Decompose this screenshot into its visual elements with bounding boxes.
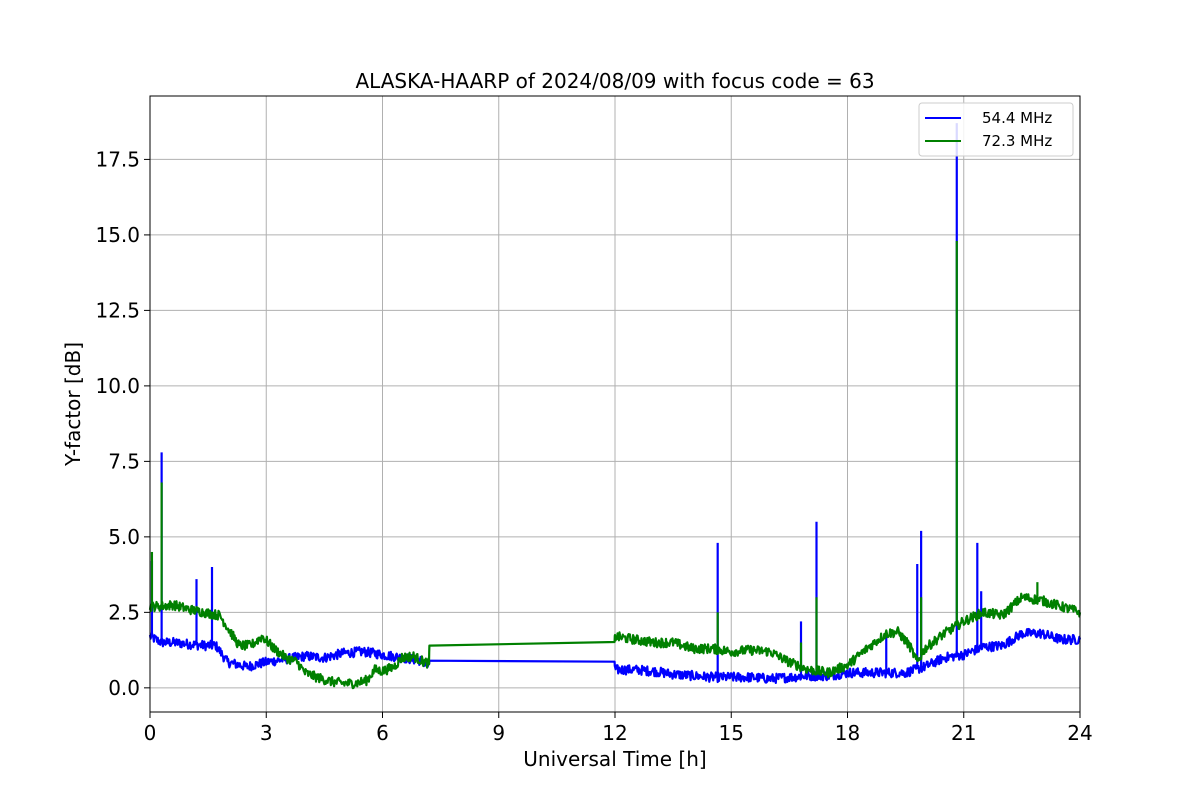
x-tick-label: 6 [376,721,389,745]
y-tick-label: 2.5 [108,600,140,624]
legend-label-72-3: 72.3 MHz [982,132,1052,150]
x-tick-label: 21 [951,721,976,745]
y-tick-label: 12.5 [95,298,140,322]
y-tick-label: 10.0 [95,374,140,398]
y-tick-label: 17.5 [95,147,140,171]
x-tick-label: 15 [719,721,744,745]
x-axis: 0 3 6 9 12 15 18 21 24 [144,712,1093,745]
x-tick-label: 0 [144,721,157,745]
y-axis-label: Y-factor [dB] [61,342,85,467]
y-tick-label: 15.0 [95,223,140,247]
plot-area [148,123,1082,690]
y-tick-label: 0.0 [108,676,140,700]
series-line-54-4-mhz [148,627,1082,684]
x-tick-label: 12 [602,721,627,745]
legend: 54.4 MHz 72.3 MHz [918,102,1074,157]
y-tick-label: 5.0 [108,525,140,549]
x-tick-label: 18 [835,721,860,745]
y-axis: 0.0 2.5 5.0 7.5 10.0 12.5 15.0 17.5 [95,147,150,700]
x-tick-label: 9 [492,721,505,745]
x-tick-label: 3 [260,721,273,745]
chart-title: ALASKA-HAARP of 2024/08/09 with focus co… [355,69,874,93]
legend-box [918,102,1074,157]
x-tick-label: 24 [1067,721,1092,745]
legend-label-54-4: 54.4 MHz [982,109,1052,127]
series-line-72-3-mhz [148,592,1082,690]
x-axis-label: Universal Time [h] [523,747,706,771]
y-tick-label: 7.5 [108,449,140,473]
